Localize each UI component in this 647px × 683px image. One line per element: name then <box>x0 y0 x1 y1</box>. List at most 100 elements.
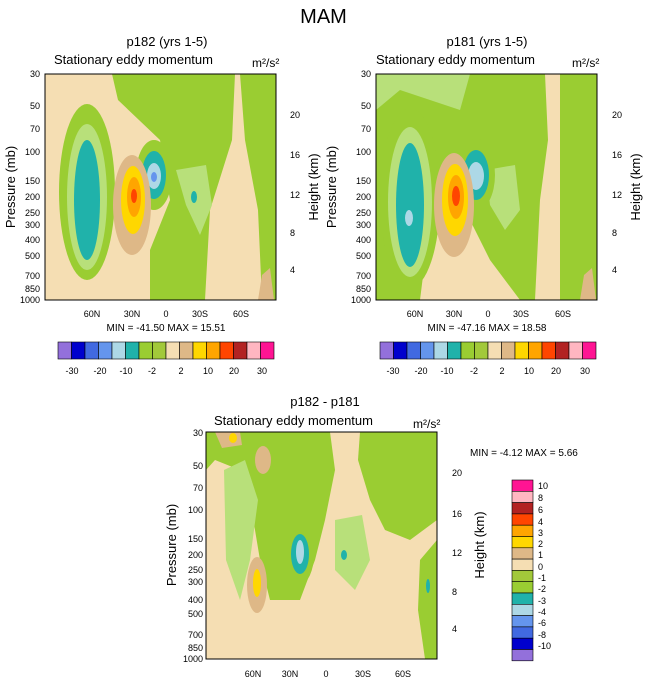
colorbar-swatch <box>474 341 489 360</box>
y-tick-label: 200 <box>356 192 371 202</box>
contour-pos-2 <box>258 268 274 300</box>
x-tick-label: 60S <box>555 309 571 319</box>
height-tick-label: 12 <box>612 190 622 200</box>
colorbar-swatch <box>511 524 534 537</box>
colorbar-swatch <box>511 536 534 549</box>
min-max-stats: MIN = -41.50 MAX = 15.51 <box>107 323 226 334</box>
colorbar-swatch <box>152 341 167 360</box>
colorbar-label: 4 <box>538 517 543 527</box>
colorbar-label: -10 <box>538 641 551 651</box>
figure-title: MAM <box>300 6 347 28</box>
x-tick-label: 0 <box>163 309 168 319</box>
contour-neg-4 <box>296 540 304 564</box>
y-tick-label: 250 <box>356 208 371 218</box>
contour-pos-2 <box>229 433 237 443</box>
y-axis-left: 30 50 70 100 150 200 250 300 400 500 700… <box>183 428 203 664</box>
colorbar-vertical <box>511 479 534 662</box>
colorbar-label: -10 <box>440 366 453 376</box>
min-max-stats: MIN = -47.16 MAX = 18.58 <box>428 323 547 334</box>
contour-neg-10 <box>191 191 197 203</box>
y-tick-label: 50 <box>361 101 371 111</box>
contour-pos-max <box>452 186 460 206</box>
y-tick-label: 30 <box>361 69 371 79</box>
colorbar-swatch <box>192 341 207 360</box>
colorbar-label: 2 <box>538 539 543 549</box>
colorbar <box>379 341 597 360</box>
x-tick-label: 60S <box>233 309 249 319</box>
colorbar-swatch <box>511 637 534 650</box>
colorbar-swatch <box>511 558 534 571</box>
colorbar-label: 10 <box>538 481 548 491</box>
y-tick-label: 70 <box>193 483 203 493</box>
colorbar-swatch <box>406 341 421 360</box>
units-label: m²/s² <box>252 56 279 70</box>
contour-neg-1 <box>335 515 370 590</box>
x-tick-label: 30S <box>513 309 529 319</box>
x-tick-label: 30S <box>355 669 371 679</box>
panel-title: p182 - p181 <box>290 394 359 409</box>
y-axis-right: 20 16 12 8 4 <box>612 110 622 275</box>
contour-neg-2 <box>358 432 437 540</box>
colorbar-swatch <box>568 341 583 360</box>
y-tick-label: 500 <box>356 251 371 261</box>
height-tick-label: 4 <box>290 265 295 275</box>
colorbar-swatch <box>501 341 516 360</box>
y-tick-label: 100 <box>356 147 371 157</box>
colorbar-swatch <box>138 341 153 360</box>
colorbar-swatch <box>57 341 72 360</box>
y-tick-label: 700 <box>356 271 371 281</box>
colorbar-swatch <box>71 341 86 360</box>
y-tick-label: 1000 <box>183 654 203 664</box>
colorbar-label: 10 <box>203 366 213 376</box>
y-tick-label: 150 <box>356 176 371 186</box>
height-tick-label: 16 <box>290 150 300 160</box>
colorbar-swatch <box>511 490 534 503</box>
colorbar-label: 0 <box>538 562 543 572</box>
colorbar-swatch <box>487 341 502 360</box>
colorbar-swatch <box>260 341 275 360</box>
colorbar-swatch <box>511 570 534 583</box>
colorbar-label: 1 <box>538 550 543 560</box>
x-tick-label: 0 <box>485 309 490 319</box>
colorbar-label: -6 <box>538 618 546 628</box>
colorbar-label: -8 <box>538 630 546 640</box>
colorbar-swatch <box>511 547 534 560</box>
colorbar-label: 2 <box>499 366 504 376</box>
y-tick-label: 70 <box>361 124 371 134</box>
colorbar-swatch <box>206 341 221 360</box>
y-tick-label: 100 <box>25 147 40 157</box>
contour-pos-1 <box>255 446 271 474</box>
x-tick-label: 30S <box>192 309 208 319</box>
field-difference <box>205 431 438 660</box>
height-tick-label: 8 <box>612 228 617 238</box>
colorbar-label: 20 <box>229 366 239 376</box>
y-tick-label: 850 <box>25 284 40 294</box>
y-tick-label: 700 <box>25 271 40 281</box>
colorbar-label: -20 <box>93 366 106 376</box>
y-tick-label: 850 <box>188 643 203 653</box>
colorbar <box>57 341 275 360</box>
y-tick-label: 250 <box>188 565 203 575</box>
plot-frame <box>205 431 438 660</box>
colorbar-label: 10 <box>524 366 534 376</box>
colorbar-swatch <box>165 341 180 360</box>
height-tick-label: 20 <box>452 468 462 478</box>
panel-p181: p181 (yrs 1-5) Stationary eddy momentum … <box>324 34 643 376</box>
colorbar-label: 30 <box>257 366 267 376</box>
y-tick-label: 150 <box>25 176 40 186</box>
y-axis-left: 30 50 70 100 150 200 250 300 400 500 700… <box>351 69 371 305</box>
colorbar-labels: -30 -20 -10 -2 2 10 20 30 <box>65 366 267 376</box>
field-p182 <box>44 73 277 301</box>
field-p181 <box>375 73 598 301</box>
x-axis: 60N 30N 0 30S 60S <box>245 669 411 679</box>
colorbar-swatch <box>447 341 462 360</box>
y-axis-right: 20 16 12 8 4 <box>452 468 462 634</box>
y-tick-label: 400 <box>188 595 203 605</box>
y-tick-label: 500 <box>188 609 203 619</box>
y-tick-label: 1000 <box>351 295 371 305</box>
contour-neg-10 <box>396 143 424 267</box>
colorbar-swatch <box>511 592 534 605</box>
y-axis-label: Pressure (mb) <box>3 146 18 228</box>
colorbar-label: 20 <box>551 366 561 376</box>
